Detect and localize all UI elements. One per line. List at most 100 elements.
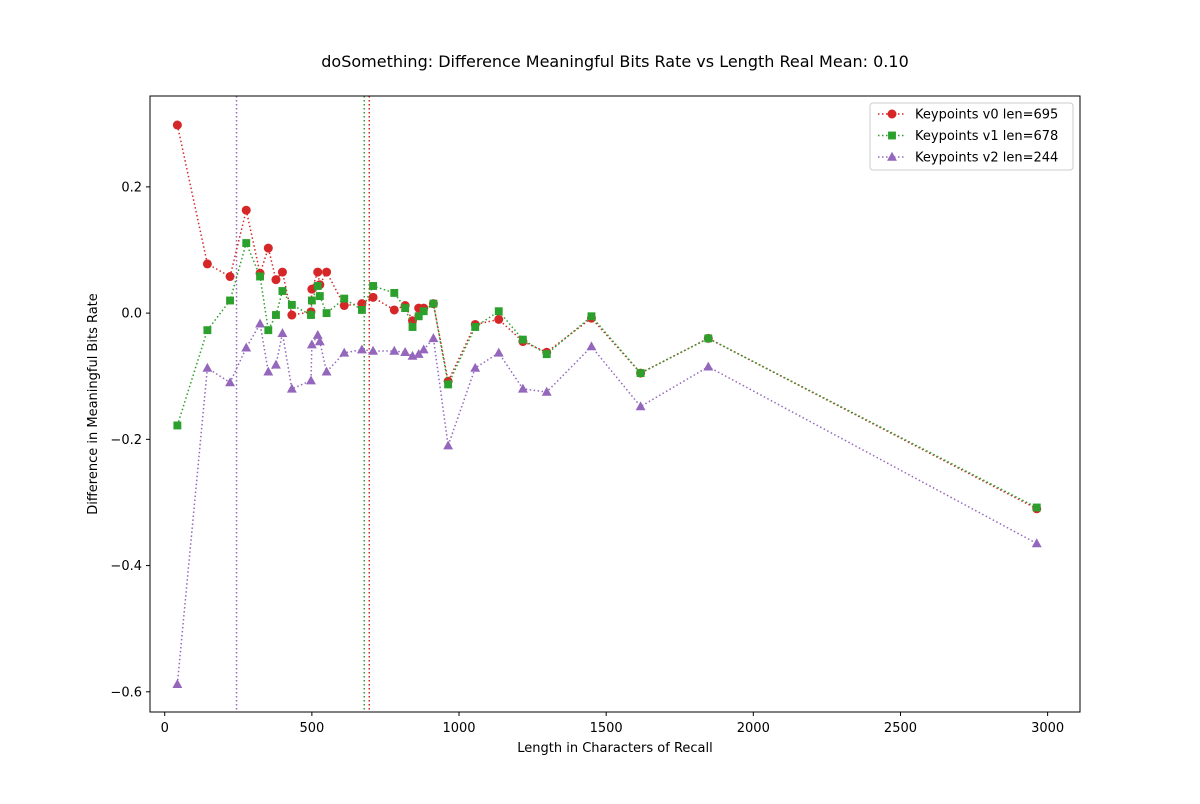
data-point-v1: [173, 421, 182, 430]
data-point-v2: [413, 348, 424, 358]
data-point-v2: [241, 342, 252, 352]
data-point-v1: [542, 350, 551, 359]
data-point-v0: [368, 292, 378, 302]
data-point-v2: [286, 383, 297, 393]
data-point-v1: [369, 282, 378, 290]
data-point-v1: [322, 309, 331, 318]
data-point-v2: [312, 330, 323, 339]
data-point-v0: [271, 275, 281, 285]
plot-area: [150, 96, 1080, 712]
data-point-v2: [368, 345, 379, 355]
x-tick-label: 0: [161, 721, 169, 736]
data-point-v2: [1031, 538, 1042, 548]
data-point-v2: [517, 383, 528, 393]
data-point-v1: [278, 287, 287, 295]
x-tick-label: 1000: [442, 721, 475, 736]
data-point-v1: [444, 380, 453, 389]
data-point-v1: [518, 335, 527, 344]
legend-box: [869, 102, 1074, 171]
threshold-lines: [235, 96, 371, 712]
data-point-v0: [263, 243, 273, 253]
data-point-v2: [339, 347, 350, 357]
data-point-v1: [390, 288, 399, 297]
data-point-v1: [471, 323, 480, 331]
data-point-v0: [494, 314, 504, 324]
data-point-v2: [443, 440, 454, 450]
legend: Keypoints v0 len=695 Keypoints v1 len=678…: [869, 102, 1074, 171]
data-point-v1: [636, 369, 645, 378]
x-tick-label: 1500: [590, 721, 623, 736]
x-tick-label: 2000: [737, 721, 770, 736]
series-v2: [172, 318, 1042, 688]
data-point-v1: [203, 326, 212, 335]
data-point-v0: [225, 272, 235, 282]
data-point-v1: [704, 334, 713, 343]
legend-marker-v1: [888, 131, 896, 140]
data-point-v1: [226, 296, 234, 305]
legend-item-v0: Keypoints v0 len=695: [878, 108, 1058, 123]
data-point-v1: [429, 299, 438, 308]
data-point-v1: [242, 239, 251, 247]
data-point-v1: [357, 306, 366, 314]
data-point-v1: [264, 326, 273, 335]
y-tick-label: −0.4: [110, 559, 142, 574]
data-point-v2: [635, 401, 646, 411]
legend-marker-v2: [887, 151, 897, 161]
x-tick-label: 500: [299, 721, 324, 736]
data-point-v1: [315, 292, 324, 301]
y-axis: −0.6 −0.4 −0.2 0.0 0.2: [110, 180, 150, 700]
series-line-v0: [176, 124, 1038, 510]
data-point-v1: [313, 282, 322, 290]
data-point-v0: [357, 299, 367, 309]
data-point-v2: [172, 679, 183, 688]
data-point-v2: [277, 328, 288, 338]
data-point-v0: [172, 120, 182, 130]
x-axis: 0 500 1000 1500 2000 2500 3000: [161, 712, 1064, 736]
data-point-v1: [307, 311, 315, 319]
data-point-v1: [401, 304, 410, 313]
data-point-v2: [306, 339, 317, 349]
data-point-v2: [306, 375, 316, 385]
data-point-v0: [241, 205, 251, 215]
data-point-v2: [493, 347, 504, 357]
data-point-v0: [287, 310, 297, 320]
data-point-v2: [202, 362, 213, 372]
y-axis-label: Difference in Meaningful Bits Rate: [86, 293, 101, 515]
data-point-v1: [408, 323, 417, 331]
y-tick-label: 0.2: [121, 180, 142, 195]
data-point-v2: [255, 318, 266, 328]
data-point-v1: [256, 272, 265, 281]
data-point-v2: [225, 377, 236, 387]
data-point-v2: [586, 341, 597, 351]
data-point-v2: [428, 333, 439, 343]
data-point-v1: [587, 312, 596, 321]
data-point-v0: [313, 267, 323, 277]
data-point-v0: [277, 267, 287, 277]
legend-label-v0: Keypoints v0 len=695: [915, 108, 1058, 123]
legend-item-v2: Keypoints v2 len=244: [878, 151, 1058, 166]
series-layer: [172, 120, 1042, 688]
data-point-v1: [287, 300, 296, 309]
legend-label-v2: Keypoints v2 len=244: [915, 151, 1058, 166]
data-point-v1: [1032, 503, 1041, 512]
data-point-v1: [272, 311, 280, 319]
data-point-v1: [419, 307, 428, 316]
data-point-v2: [321, 366, 332, 376]
plot-frame: [149, 95, 1081, 713]
y-tick-label: 0.0: [121, 307, 142, 322]
chart-title: doSomething: Difference Meaningful Bits …: [321, 52, 909, 71]
y-tick-label: −0.2: [110, 433, 142, 448]
data-point-v2: [400, 347, 411, 356]
data-point-v2: [389, 345, 400, 355]
data-point-v1: [414, 312, 423, 321]
data-point-v2: [263, 366, 274, 376]
y-tick-label: −0.6: [110, 685, 142, 700]
x-tick-label: 3000: [1031, 721, 1064, 736]
data-point-v2: [541, 386, 552, 396]
data-point-v1: [307, 296, 316, 305]
data-point-v2: [470, 362, 481, 372]
data-point-v0: [389, 305, 399, 315]
data-point-v0: [339, 301, 349, 311]
